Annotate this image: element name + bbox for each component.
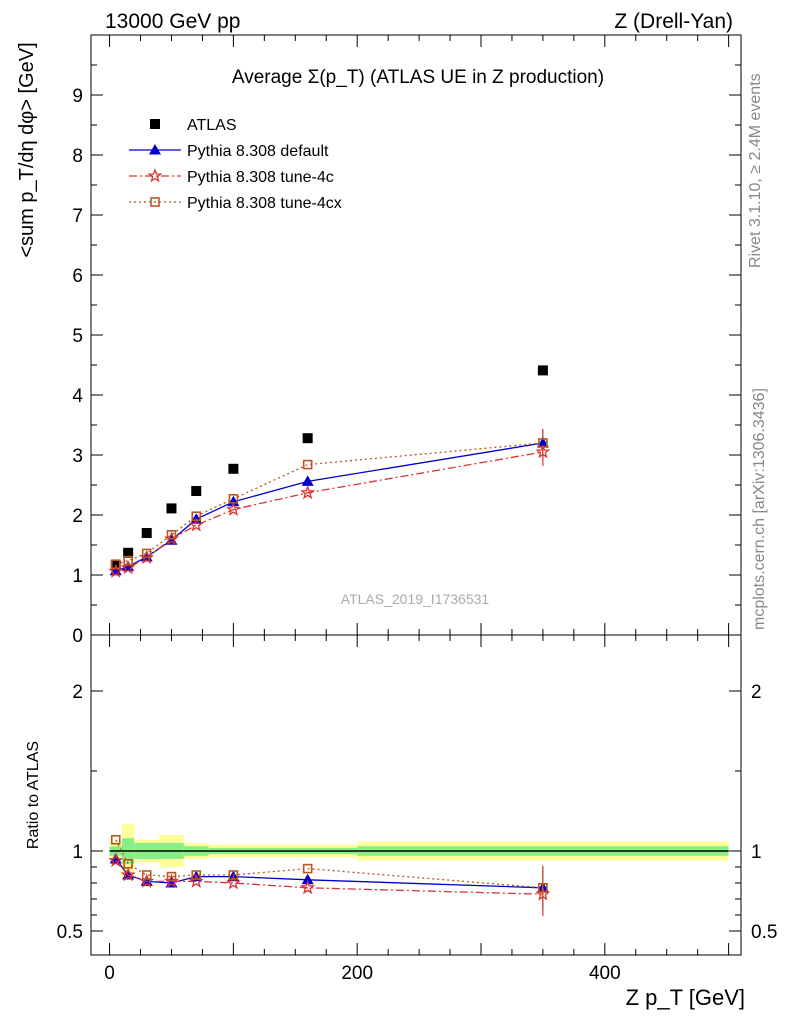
- data-point: [166, 529, 177, 540]
- data-point: [535, 444, 551, 459]
- y-tick-label: 6: [72, 266, 83, 287]
- data-point: [302, 433, 313, 444]
- y-tick-label: 8: [72, 146, 83, 167]
- ratio-tick-label-right: 1: [751, 842, 762, 863]
- y-tick-label: 2: [72, 506, 83, 527]
- ratio-point: [225, 875, 241, 890]
- y-axis-label: <sum p_T/dη dφ> [GeV]: [16, 42, 38, 257]
- ratio-point: [110, 834, 121, 845]
- data-point: [191, 486, 202, 496]
- data-point: [302, 459, 313, 470]
- ratio-point: [228, 870, 239, 880]
- ratio-tick-label: 1: [72, 842, 83, 863]
- y-tick-label: 1: [72, 566, 83, 587]
- ratio-point: [300, 879, 316, 895]
- y-tick-label: 7: [72, 206, 83, 227]
- x-tick-label: 400: [589, 963, 621, 984]
- y-tick-label: 5: [72, 326, 83, 347]
- header-left: 13000 GeV pp: [105, 10, 240, 33]
- mcplots-label: mcplots.cern.ch [arXiv:1306.3436]: [751, 388, 768, 630]
- x-axis-label: Z p_T [GeV]: [626, 985, 745, 1010]
- data-point: [141, 528, 152, 538]
- data-point: [123, 555, 133, 566]
- main-panel: 0 1 2 3 4 5 6 7 8 9: [72, 34, 742, 647]
- data-point: [191, 511, 202, 522]
- legend-label: Pythia 8.308 tune-4c: [187, 169, 334, 186]
- data-point: [301, 475, 314, 486]
- data-point: [536, 437, 549, 448]
- ratio-tick-label-right: 2: [751, 682, 762, 703]
- legend-marker: [150, 197, 160, 207]
- legend-marker: [149, 144, 161, 155]
- watermark: ATLAS_2019_I1736531: [341, 591, 490, 607]
- data-point: [108, 563, 124, 578]
- legend-marker: [147, 168, 163, 183]
- series-line: [115, 451, 544, 573]
- data-point: [120, 559, 136, 575]
- ratio-tick-label-right: 0.5: [751, 922, 777, 943]
- rivet-label: Rivet 3.1.10, ≥ 2.4M events: [747, 73, 764, 268]
- y-tick-label: 9: [72, 86, 83, 107]
- data-point: [123, 547, 134, 558]
- ratio-point: [191, 870, 202, 880]
- data-point: [227, 495, 240, 507]
- data-point: [141, 548, 152, 559]
- ratio-frame: [90, 634, 742, 956]
- ratio-point: [166, 871, 177, 882]
- ratio-tick-label: 2: [72, 682, 83, 703]
- data-point: [188, 517, 204, 532]
- ratio-point: [538, 882, 548, 893]
- ratio-point: [120, 867, 136, 882]
- ratio-y-axis-label: Ratio to ATLAS: [25, 741, 42, 849]
- data-point: [300, 484, 316, 500]
- ratio-point: [123, 858, 133, 869]
- data-point: [537, 365, 548, 376]
- data-point: [228, 463, 239, 474]
- data-point: [228, 493, 239, 504]
- data-point: [110, 559, 121, 570]
- ratio-point: [301, 873, 314, 885]
- data-point: [538, 438, 548, 448]
- legend-label: ATLAS: [187, 117, 237, 134]
- ratio-point: [302, 863, 313, 874]
- legend-label: Pythia 8.308 tune-4cx: [187, 195, 342, 212]
- y-tick-label: 4: [72, 386, 83, 407]
- y-tick-label: 0: [72, 626, 83, 647]
- x-tick-label: 0: [104, 963, 115, 984]
- ratio-tick-label: 0.5: [57, 922, 83, 943]
- y-tick-label: 3: [72, 446, 83, 467]
- series-line: [115, 442, 543, 565]
- chart-title: Average Σ(p_T) (ATLAS UE in Z production…: [232, 67, 604, 88]
- series-line: [115, 442, 544, 572]
- ratio-line: [115, 839, 543, 889]
- ratio-panel: 0 200 400 0.5 0.5 1 1 2 2: [57, 634, 777, 984]
- ratio-point: [141, 870, 152, 880]
- data-point: [225, 501, 241, 517]
- data-point: [166, 503, 177, 514]
- header-right: Z (Drell-Yan): [614, 10, 733, 33]
- ratio-point: [108, 852, 124, 868]
- legend-marker: [150, 119, 160, 129]
- legend-label: Pythia 8.308 default: [187, 143, 329, 160]
- legend: ATLAS Pythia 8.308 default Pythia 8.308 tu…: [129, 117, 342, 212]
- x-tick-label: 200: [341, 963, 373, 984]
